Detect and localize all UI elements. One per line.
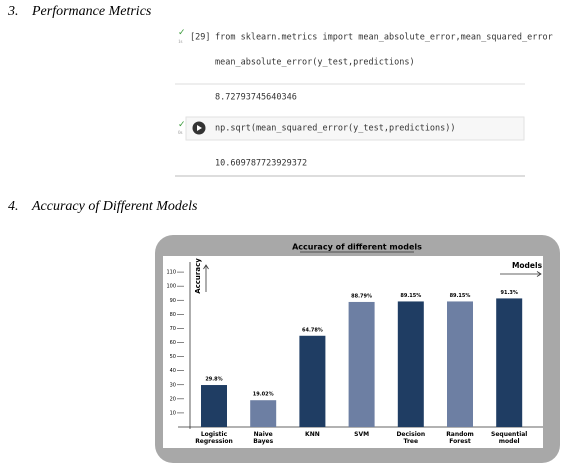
notebook: ✓ 1s [29] from sklearn.metrics import me… (175, 27, 553, 177)
x-axis-label: Models (512, 261, 543, 270)
time-icon: 0s (178, 131, 183, 136)
value-label: 89.15% (450, 293, 471, 299)
section-title: Accuracy of Different Models (31, 199, 198, 214)
exec-count: [29] (190, 33, 210, 43)
output: 10.609787723929372 (215, 159, 307, 169)
bar (201, 385, 227, 427)
value-label: 89.15% (400, 293, 421, 299)
y-tick-label: 30 (170, 382, 176, 388)
bar (348, 301, 375, 427)
y-tick-label: 90 (170, 298, 176, 304)
x-arrowhead (536, 271, 542, 277)
run-icon (197, 125, 202, 131)
x-tick-label: Naive Bayes (253, 431, 273, 445)
value-label: 91.3% (501, 290, 518, 296)
y-axis-label: Accuracy (194, 258, 202, 294)
time-icon: 1s (178, 40, 183, 45)
code-cell (185, 116, 525, 141)
y-tick-label: 40 (170, 368, 176, 374)
bar (397, 301, 424, 427)
check-icon: ✓ (178, 119, 186, 129)
section-number: 4. (8, 199, 19, 214)
bar (447, 301, 473, 427)
x-tick-label: Sequential model (491, 431, 527, 445)
x-tick-label: KNN (305, 431, 320, 438)
value-label: 88.79% (351, 293, 372, 299)
code-line: mean_absolute_error(y_test,predictions) (215, 58, 415, 68)
bar (250, 400, 277, 427)
x-tick-label: Random Forest (446, 431, 474, 445)
value-label: 29.8% (205, 377, 222, 383)
x-tick-label: Logistic Regression (195, 431, 233, 445)
y-tick-label: 110 (166, 270, 176, 276)
section-number: 3. (7, 4, 19, 19)
code-line: np.sqrt(mean_squared_error(y_test,predic… (215, 124, 456, 134)
x-tick-label: Decision Tree (396, 431, 425, 445)
y-tick-label: 50 (170, 354, 176, 360)
code-line: from sklearn.metrics import mean_absolut… (215, 33, 553, 43)
y-tick-label: 100 (166, 284, 176, 290)
y-tick-label: 70 (170, 326, 176, 332)
value-label: 19.02% (253, 392, 274, 398)
check-icon: ✓ (178, 27, 186, 37)
x-tick-label: SVM (354, 431, 369, 438)
value-label: 64.78% (302, 327, 323, 333)
y-arrowhead (203, 264, 209, 270)
chart-title: Accuracy of different models (292, 243, 422, 252)
output: 8.72793745640346 (215, 93, 297, 103)
y-tick-label: 60 (170, 340, 176, 346)
y-tick-label: 20 (170, 396, 176, 402)
bar (299, 335, 326, 427)
y-tick-label: 80 (170, 312, 176, 318)
section-title: Performance Metrics (31, 4, 152, 19)
y-tick-label: 10 (170, 410, 176, 416)
bar (496, 298, 523, 427)
